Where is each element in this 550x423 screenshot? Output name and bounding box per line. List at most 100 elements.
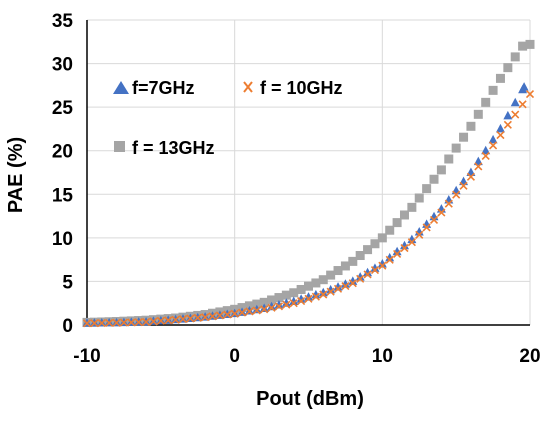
legend-marker-triangle (113, 81, 129, 94)
data-point-triangle (340, 279, 350, 288)
data-point-square (503, 63, 513, 73)
data-point-triangle (252, 304, 262, 314)
y-axis-title: PAE (%) (5, 137, 27, 213)
data-point-x (415, 230, 424, 239)
data-point-square (281, 290, 291, 300)
data-point-triangle (459, 176, 469, 186)
data-point-square (525, 39, 535, 49)
data-point-x (223, 310, 232, 319)
data-point-x (171, 315, 180, 324)
data-point-square (407, 202, 417, 212)
data-point-x (348, 279, 357, 288)
data-point-square (451, 143, 461, 153)
data-point-triangle (488, 134, 498, 144)
data-point-square (459, 132, 469, 142)
data-point-triangle (510, 97, 520, 107)
data-point-x (466, 172, 475, 181)
x-axis-title: Pout (dBm) (256, 388, 364, 410)
data-point-square (370, 239, 380, 249)
data-point-x (444, 199, 453, 208)
data-point-x (289, 299, 298, 308)
data-point-x (311, 292, 320, 301)
data-point-x (282, 300, 291, 309)
data-point-square (414, 193, 424, 203)
data-point-x (82, 319, 92, 328)
data-point-x (370, 266, 380, 275)
data-point-x (503, 120, 512, 129)
data-point-x (127, 318, 136, 327)
grid-lines (87, 19, 531, 325)
legend-label-f7: f=7GHz (132, 78, 195, 98)
data-point-triangle (326, 284, 336, 294)
data-point-square (363, 245, 373, 255)
series-layer (82, 39, 535, 328)
data-point-triangle (304, 292, 313, 301)
x-tick-label: -10 (73, 346, 100, 367)
x-tick-label: 0 (229, 346, 240, 367)
data-point-x (245, 307, 254, 316)
data-point-triangle (436, 204, 446, 213)
data-point-triangle (311, 289, 321, 299)
data-point-x (356, 274, 365, 283)
data-point-triangle (385, 252, 395, 262)
data-point-x (474, 162, 483, 171)
data-point-square (252, 299, 262, 309)
data-point-x (378, 261, 387, 270)
data-point-square (274, 293, 284, 303)
data-point-triangle (392, 246, 402, 256)
data-point-x (496, 130, 505, 140)
data-point-x (511, 110, 520, 119)
data-point-x (178, 315, 188, 324)
data-point-square (340, 261, 350, 271)
data-point-x (422, 223, 431, 232)
data-point-x (518, 100, 527, 109)
data-point-triangle (259, 303, 269, 312)
data-point-x (459, 181, 468, 190)
data-point-x (186, 314, 195, 323)
data-point-square (311, 278, 321, 288)
data-point-triangle (267, 301, 277, 311)
data-point-x (215, 311, 224, 320)
data-point-triangle (519, 82, 529, 91)
data-point-x (119, 318, 128, 327)
data-point-square (385, 225, 395, 235)
data-point-x (304, 294, 313, 303)
data-point-square (488, 85, 498, 95)
data-point-x (142, 317, 151, 327)
data-point-x (525, 90, 535, 99)
data-point-x (429, 215, 439, 225)
data-point-x (363, 270, 372, 279)
data-point-triangle (318, 287, 328, 297)
data-point-triangle (451, 185, 461, 195)
y-tick-label: 20 (52, 142, 73, 163)
series-x (82, 90, 535, 328)
legend-label-f10: f = 10GHz (260, 78, 343, 98)
data-point-square (392, 218, 402, 228)
data-point-x (297, 296, 306, 306)
y-tick-label: 30 (52, 55, 73, 76)
data-point-x (437, 208, 446, 217)
data-point-square (481, 97, 491, 107)
data-point-triangle (289, 296, 299, 305)
data-point-square (466, 121, 476, 131)
data-point-x (252, 306, 261, 315)
data-point-square (333, 266, 343, 276)
data-point-triangle (296, 294, 306, 303)
data-point-square (267, 295, 277, 305)
data-point-square (436, 165, 446, 175)
data-point-x (164, 316, 173, 325)
data-point-triangle (481, 145, 491, 155)
data-point-square (429, 174, 439, 184)
data-point-x (237, 308, 247, 317)
data-point-x (407, 238, 416, 247)
data-point-x (149, 317, 158, 326)
legend-marker-square (114, 141, 125, 152)
data-point-square (318, 275, 328, 285)
legend-label-f13: f = 13GHz (132, 138, 215, 158)
data-point-x (112, 318, 121, 327)
data-point-square (259, 297, 269, 307)
legend-item-f7: f=7GHz (113, 78, 195, 98)
data-point-square (355, 251, 365, 261)
